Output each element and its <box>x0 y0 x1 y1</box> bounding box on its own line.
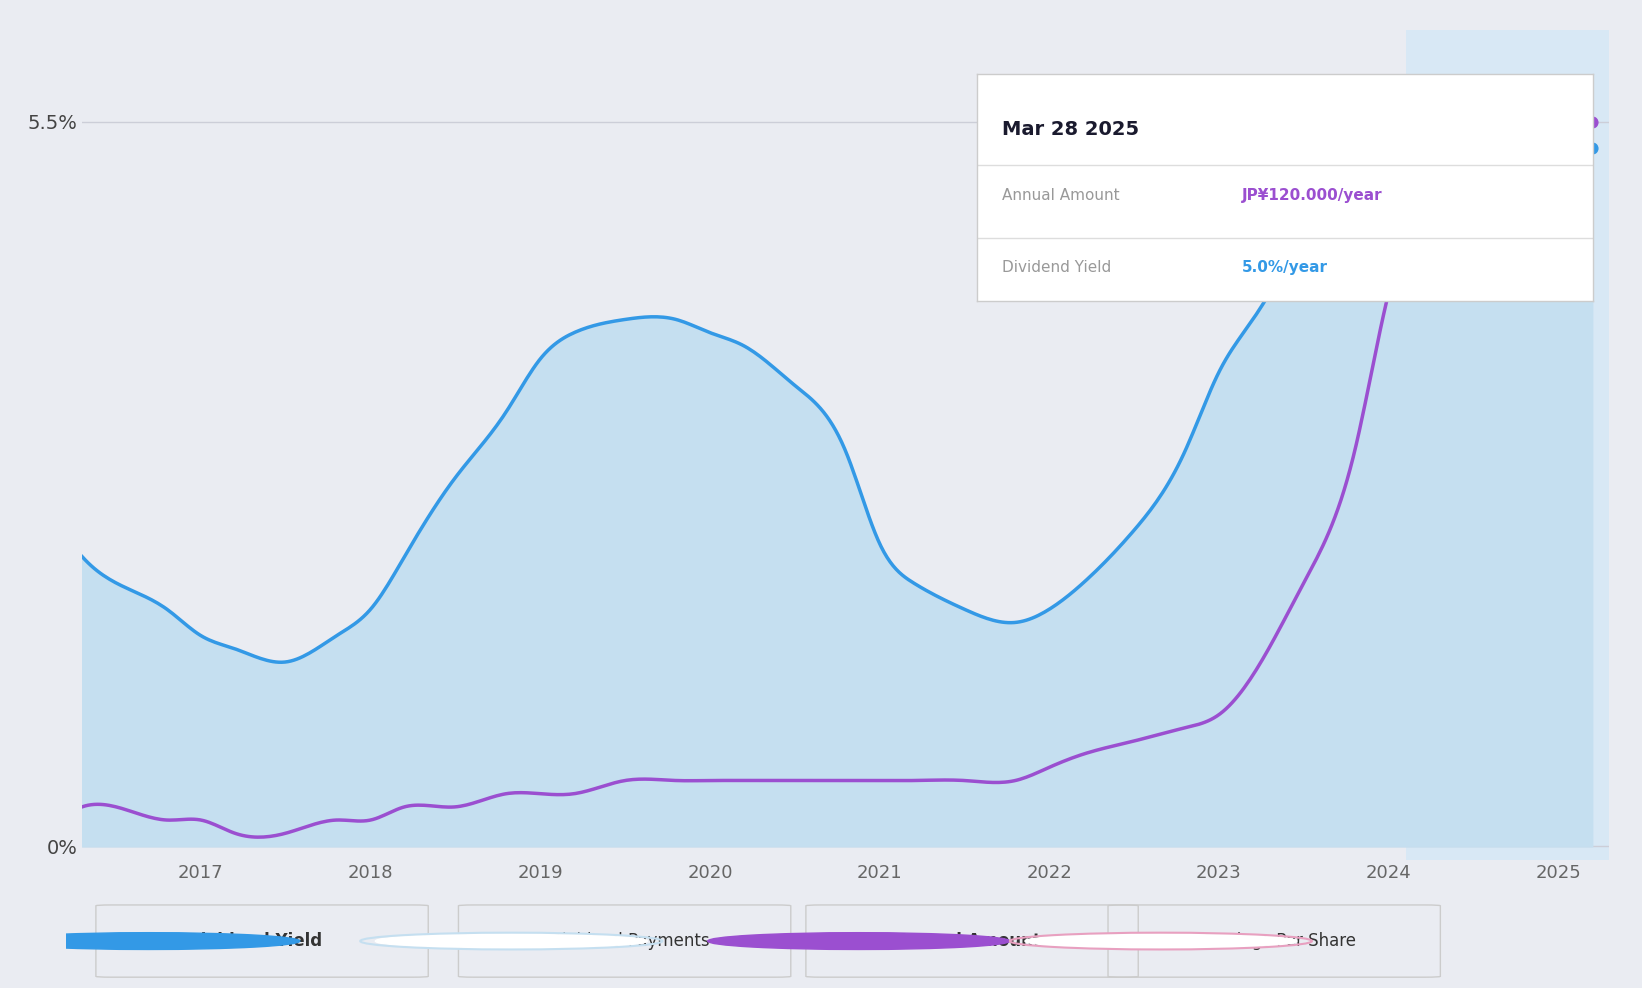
Text: JP¥120.000/year: JP¥120.000/year <box>1241 188 1383 203</box>
Text: Dividend Yield: Dividend Yield <box>187 932 322 950</box>
Point <box>1580 140 1606 156</box>
Text: Dividend Yield: Dividend Yield <box>1002 261 1112 276</box>
Text: Dividend Payments: Dividend Payments <box>548 932 709 950</box>
Circle shape <box>376 934 647 948</box>
Point <box>1580 114 1606 129</box>
Text: Past: Past <box>1414 127 1452 145</box>
Text: Annual Amount: Annual Amount <box>1002 188 1120 203</box>
Text: Mar 28 2025: Mar 28 2025 <box>1002 120 1140 138</box>
Bar <box>1406 30 1609 860</box>
Circle shape <box>708 933 1010 949</box>
Circle shape <box>0 933 300 949</box>
Text: 5.0%/year: 5.0%/year <box>1241 261 1328 276</box>
Circle shape <box>1025 934 1297 948</box>
Text: Annual Amount: Annual Amount <box>897 932 1041 950</box>
Text: Earnings Per Share: Earnings Per Share <box>1199 932 1356 950</box>
